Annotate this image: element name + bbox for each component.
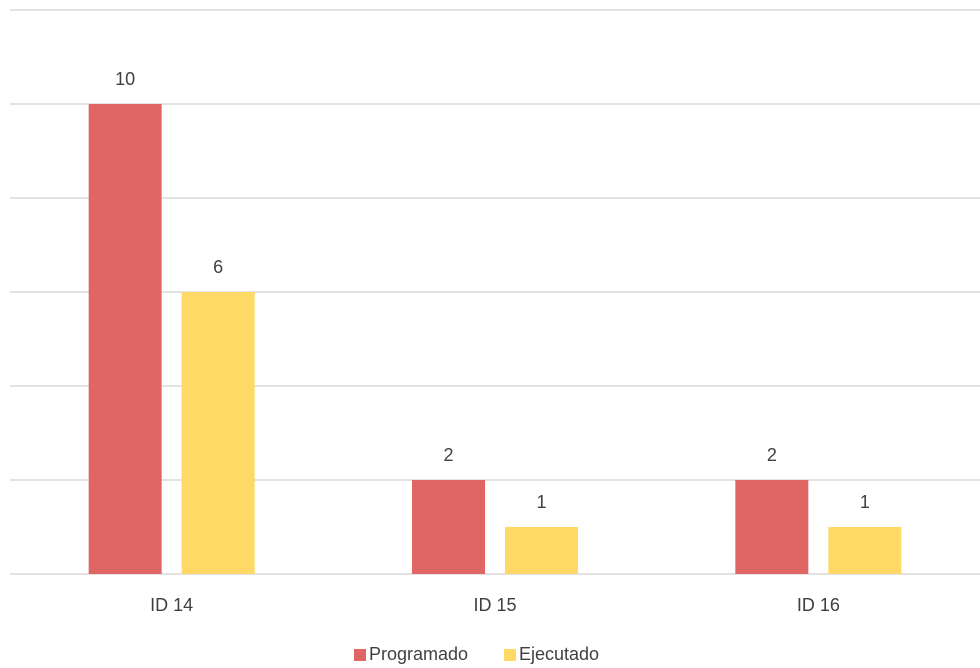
bar — [88, 104, 162, 574]
bar — [505, 527, 578, 574]
x-tick-label: ID 16 — [797, 595, 840, 615]
legend-label: Programado — [369, 644, 468, 664]
bar — [181, 292, 255, 574]
legend-label: Ejecutado — [519, 644, 599, 664]
data-label: 1 — [536, 492, 546, 512]
data-label: 1 — [860, 492, 870, 512]
bar — [828, 527, 902, 574]
data-label: 10 — [115, 69, 135, 89]
bar — [412, 480, 485, 574]
bar — [735, 480, 809, 574]
x-tick-label: ID 15 — [473, 595, 516, 615]
data-label: 6 — [213, 257, 223, 277]
legend-swatch — [504, 649, 516, 661]
x-tick-label: ID 14 — [150, 595, 193, 615]
data-label: 2 — [767, 445, 777, 465]
data-label: 2 — [443, 445, 453, 465]
legend-swatch — [354, 649, 366, 661]
